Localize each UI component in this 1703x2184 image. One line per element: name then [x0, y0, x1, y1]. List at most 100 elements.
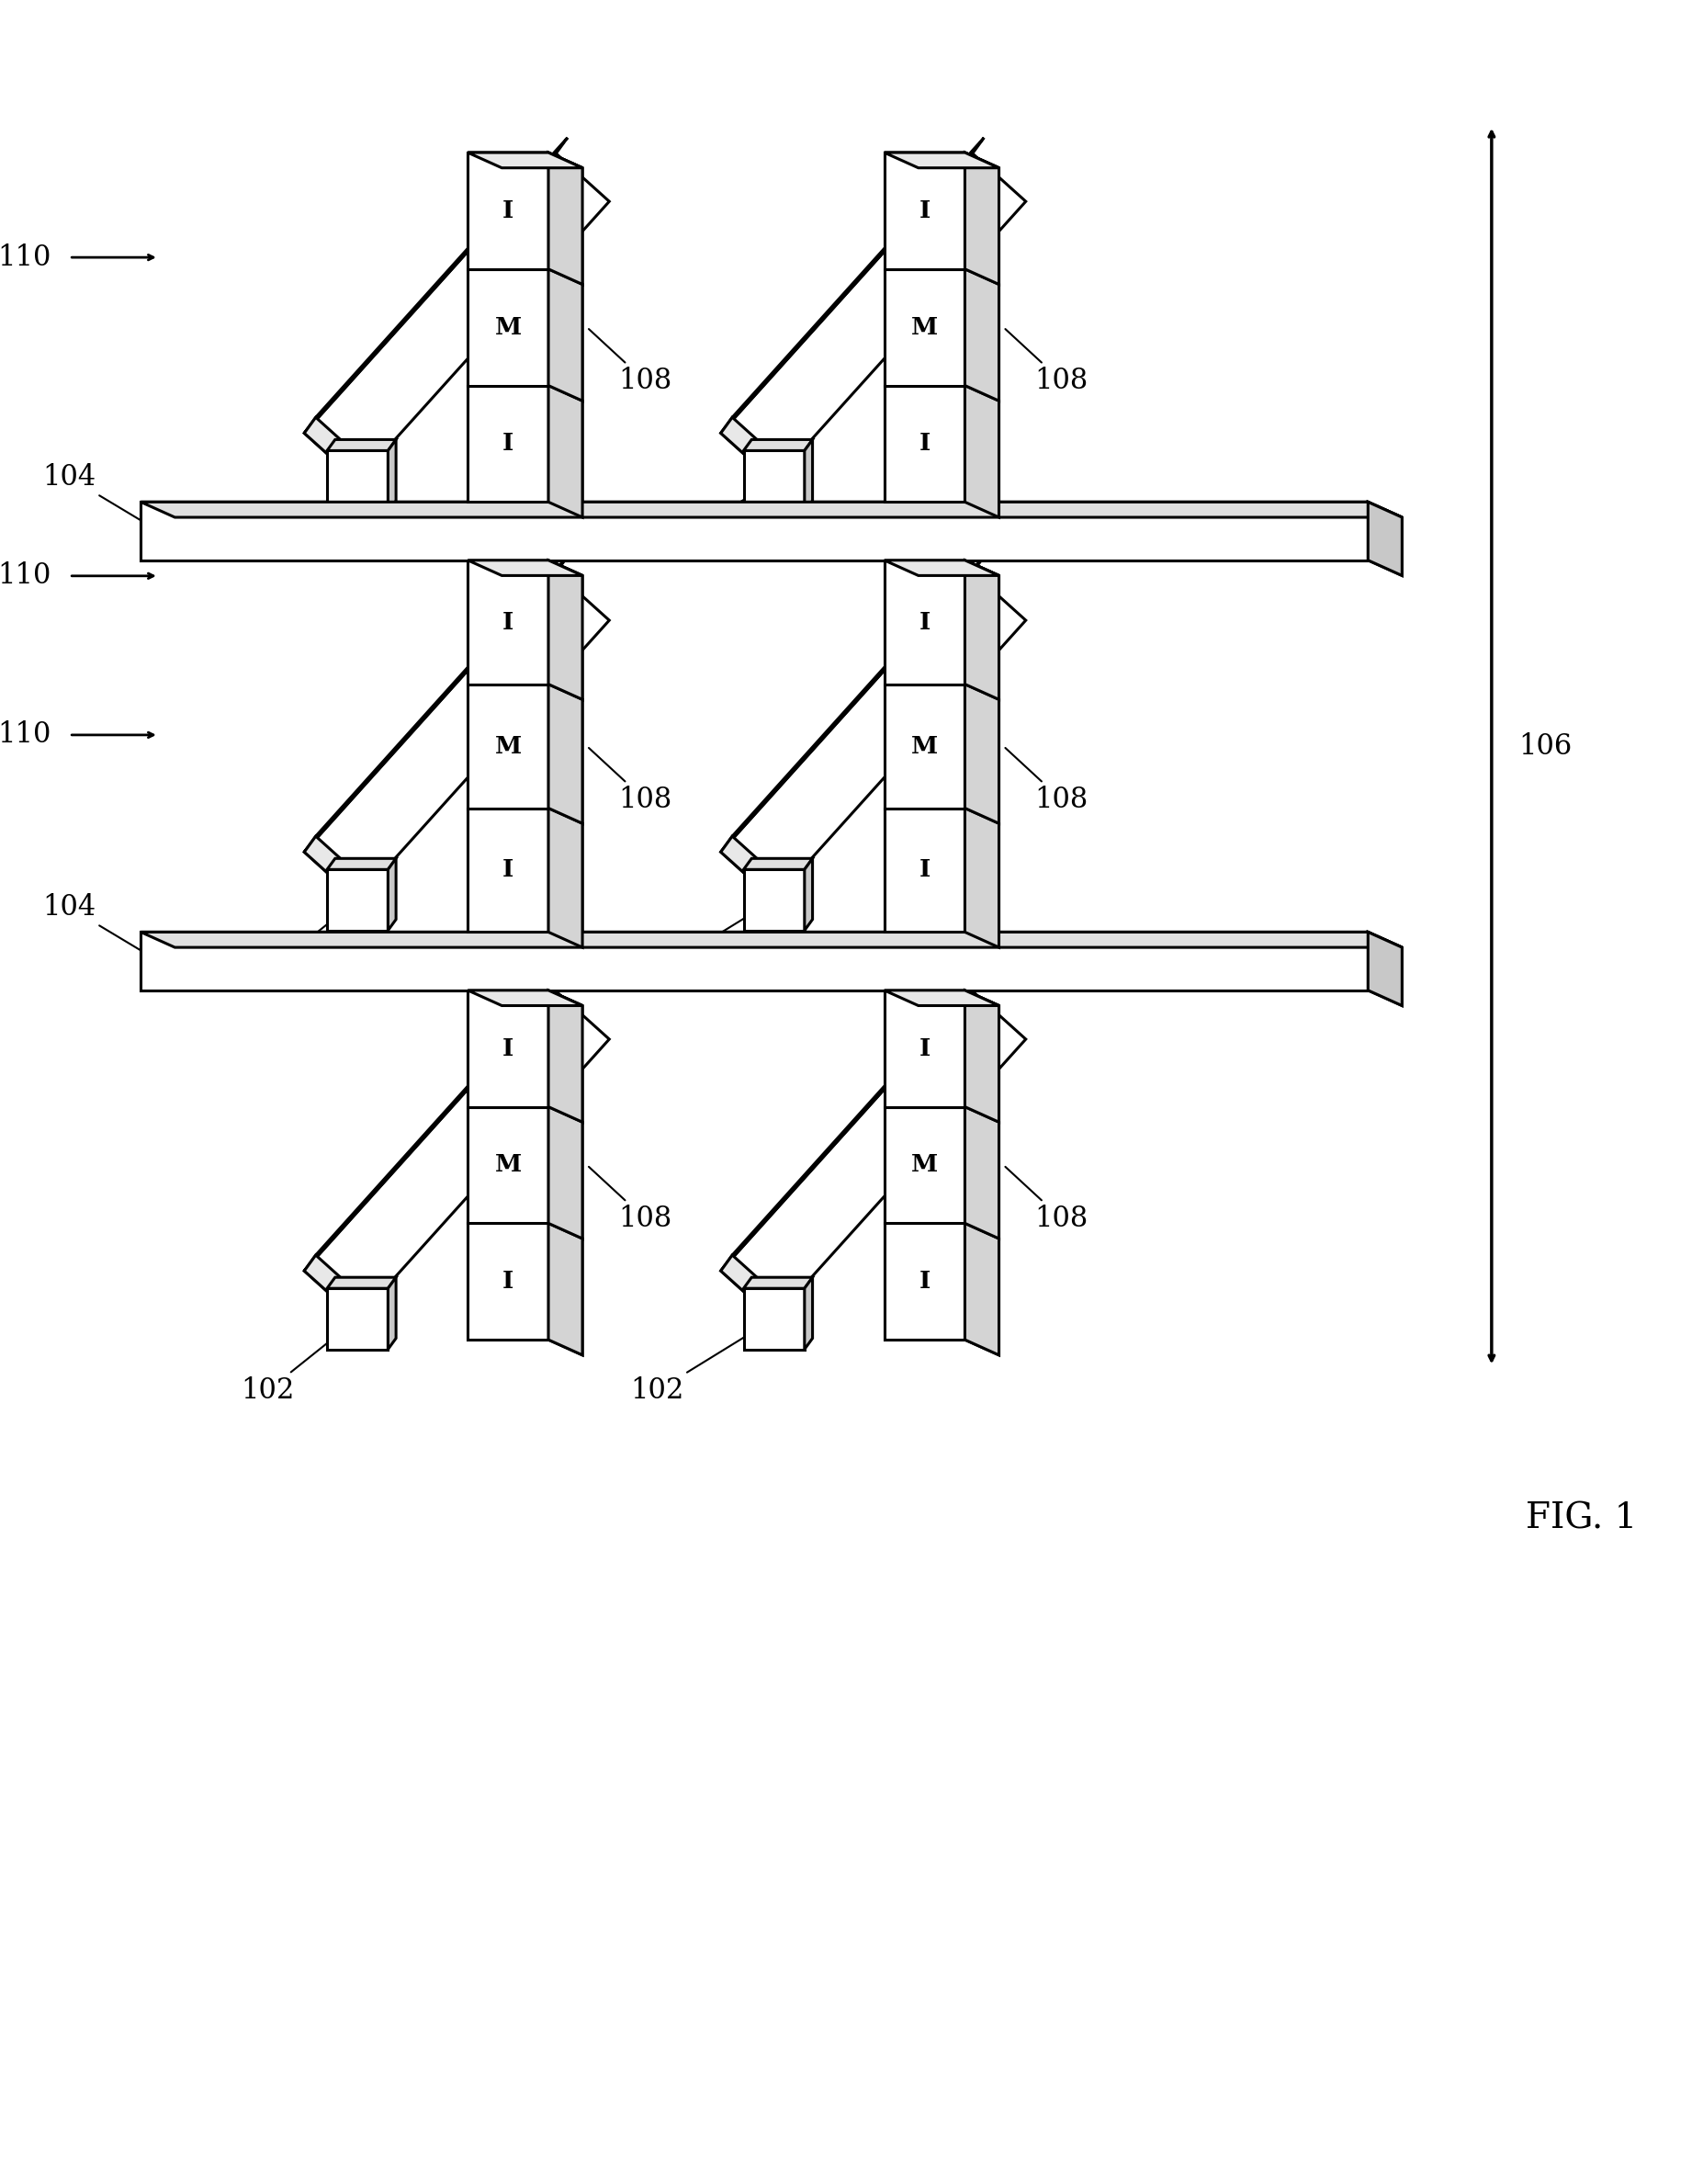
Polygon shape [1368, 502, 1402, 577]
Polygon shape [141, 933, 1402, 948]
Polygon shape [468, 153, 548, 269]
Polygon shape [468, 153, 582, 168]
Polygon shape [468, 1223, 548, 1339]
Polygon shape [720, 976, 984, 1271]
Polygon shape [884, 684, 966, 808]
Polygon shape [468, 269, 548, 387]
Polygon shape [468, 153, 582, 168]
Polygon shape [884, 989, 1000, 1005]
Text: I: I [920, 199, 930, 223]
Polygon shape [548, 1107, 582, 1238]
Text: 102: 102 [242, 1321, 356, 1404]
Polygon shape [327, 439, 397, 450]
Text: M: M [911, 1153, 938, 1177]
Polygon shape [966, 1107, 1000, 1238]
Polygon shape [1368, 933, 1402, 1005]
Polygon shape [966, 684, 1000, 823]
Polygon shape [744, 1278, 812, 1289]
Polygon shape [884, 1223, 966, 1339]
Polygon shape [468, 1107, 548, 1223]
Text: 110: 110 [0, 242, 51, 271]
Polygon shape [884, 808, 966, 933]
Text: I: I [920, 612, 930, 633]
Polygon shape [720, 153, 1025, 480]
Text: I: I [920, 1271, 930, 1293]
Polygon shape [884, 387, 966, 502]
Polygon shape [548, 808, 582, 948]
Text: I: I [502, 858, 514, 882]
Text: I: I [502, 1037, 514, 1059]
Polygon shape [966, 1107, 1000, 1238]
Polygon shape [468, 1107, 548, 1223]
Text: M: M [494, 734, 521, 758]
Polygon shape [966, 989, 1000, 1123]
Polygon shape [305, 836, 370, 900]
Text: I: I [502, 1271, 514, 1293]
Polygon shape [966, 269, 1000, 402]
Polygon shape [548, 561, 582, 699]
Polygon shape [884, 153, 1000, 168]
Text: M: M [494, 1153, 521, 1177]
Polygon shape [884, 153, 966, 269]
Polygon shape [548, 684, 582, 823]
Polygon shape [305, 153, 610, 480]
Polygon shape [966, 808, 1000, 948]
Text: I: I [920, 858, 930, 882]
Polygon shape [388, 858, 397, 930]
Polygon shape [804, 858, 812, 930]
Text: I: I [920, 612, 930, 633]
Text: M: M [494, 317, 521, 339]
Polygon shape [468, 561, 582, 577]
Polygon shape [468, 387, 548, 502]
Polygon shape [468, 387, 548, 502]
Polygon shape [884, 989, 966, 1107]
Polygon shape [548, 989, 582, 1123]
Polygon shape [305, 992, 610, 1319]
Polygon shape [884, 684, 966, 808]
Polygon shape [720, 138, 984, 432]
Polygon shape [548, 1223, 582, 1354]
Polygon shape [305, 417, 370, 480]
Polygon shape [468, 989, 548, 1107]
Text: 102: 102 [242, 483, 356, 568]
Polygon shape [966, 561, 1000, 699]
Polygon shape [548, 269, 582, 402]
Polygon shape [468, 1223, 548, 1339]
Polygon shape [884, 561, 1000, 577]
Polygon shape [468, 561, 548, 684]
Polygon shape [468, 989, 582, 1005]
Polygon shape [744, 869, 804, 930]
Polygon shape [327, 1278, 397, 1289]
Polygon shape [468, 269, 548, 387]
Polygon shape [468, 153, 548, 269]
Text: 102: 102 [630, 483, 771, 568]
Polygon shape [720, 572, 1025, 900]
Polygon shape [327, 1289, 388, 1350]
Polygon shape [141, 933, 1368, 989]
Polygon shape [327, 858, 397, 869]
Polygon shape [548, 561, 582, 699]
Polygon shape [804, 439, 812, 511]
Polygon shape [468, 684, 548, 808]
Polygon shape [966, 153, 1000, 284]
Polygon shape [468, 808, 548, 933]
Polygon shape [966, 684, 1000, 823]
Polygon shape [388, 439, 397, 511]
Polygon shape [327, 869, 388, 930]
Polygon shape [305, 138, 567, 432]
Text: I: I [502, 612, 514, 633]
Text: 102: 102 [630, 902, 771, 985]
Text: I: I [502, 432, 514, 454]
Text: I: I [502, 612, 514, 633]
Polygon shape [744, 439, 812, 450]
Text: 102: 102 [242, 902, 356, 985]
Polygon shape [720, 1256, 785, 1319]
Polygon shape [141, 933, 1402, 948]
Text: 106: 106 [1519, 732, 1572, 760]
Polygon shape [548, 387, 582, 518]
Text: 110: 110 [0, 721, 51, 749]
Polygon shape [744, 858, 812, 869]
Polygon shape [966, 808, 1000, 948]
Polygon shape [305, 976, 567, 1271]
Polygon shape [548, 808, 582, 948]
